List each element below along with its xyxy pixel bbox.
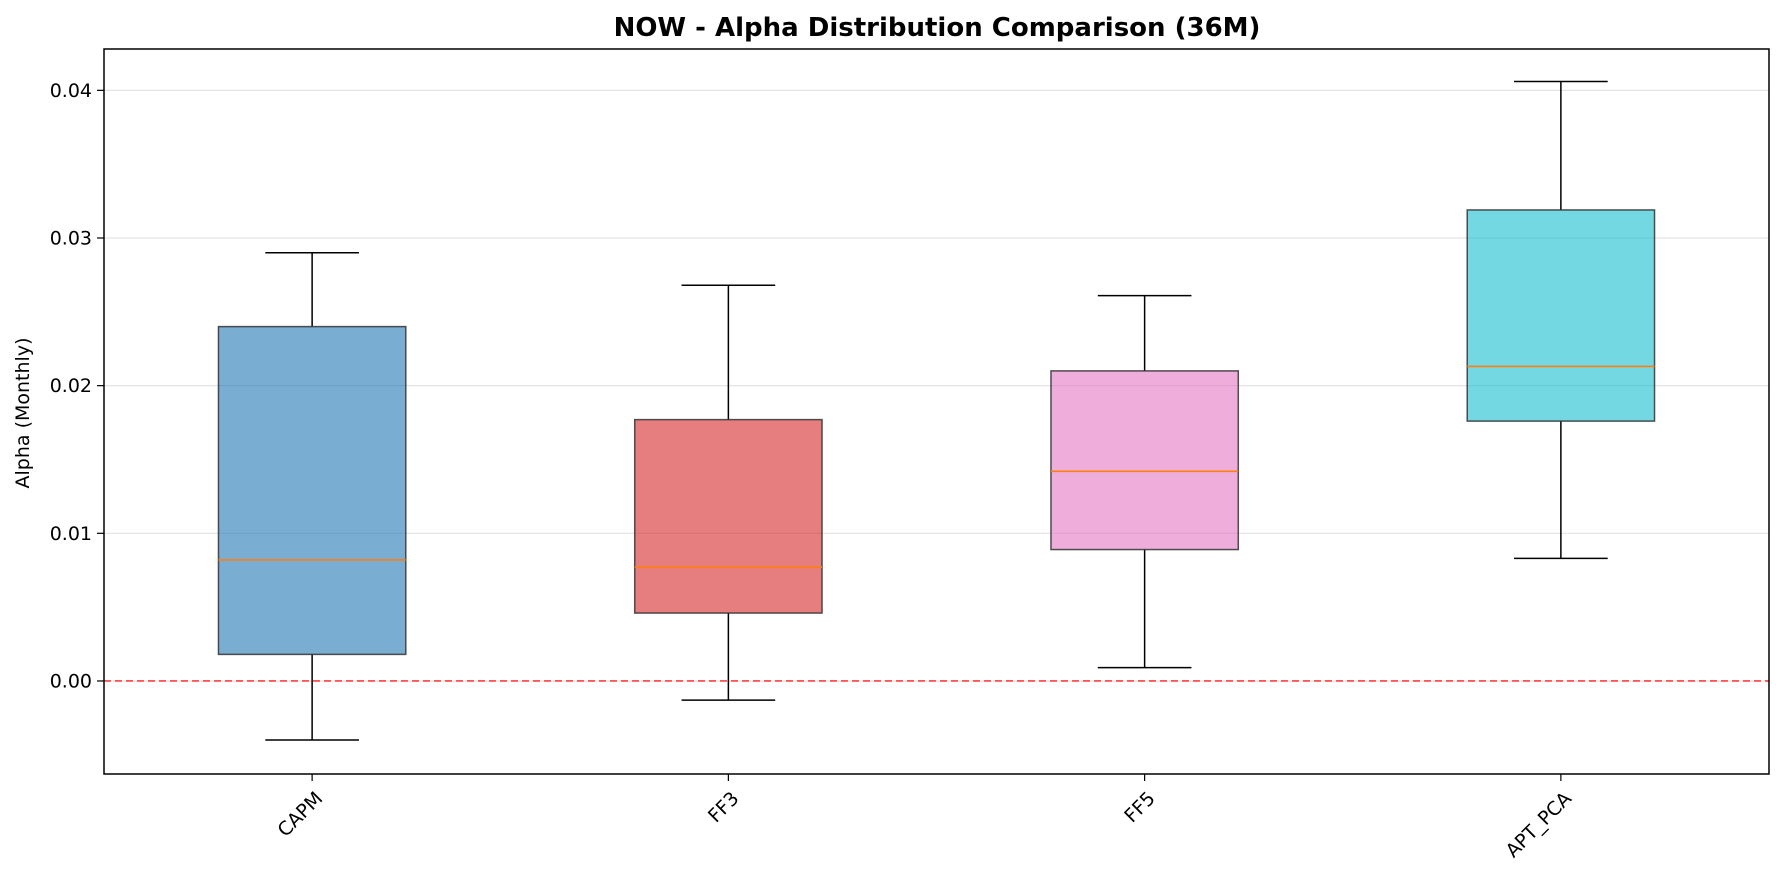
- iqr-box: [1466, 209, 1656, 422]
- iqr-box: [217, 325, 407, 656]
- y-tick-label: 0.03: [50, 228, 92, 250]
- chart-title: NOW - Alpha Distribution Comparison (36M…: [614, 13, 1261, 43]
- iqr-box: [1050, 370, 1240, 551]
- y-axis-label: Alpha (Monthly): [12, 338, 34, 489]
- y-tick-label: 0.01: [50, 523, 92, 545]
- y-tick-label: 0.04: [50, 80, 92, 102]
- y-tick-label: 0.02: [50, 375, 92, 397]
- plot-frame: [103, 48, 1770, 775]
- y-axis-ticks: 0.00 0.01 0.02 0.03 0.04: [50, 80, 104, 692]
- box-ff3: [633, 284, 823, 701]
- iqr-box: [633, 418, 823, 614]
- box-ff5: [1050, 294, 1240, 669]
- boxes: [217, 80, 1656, 741]
- box-apt_pca: [1466, 80, 1656, 560]
- box-capm: [217, 252, 407, 741]
- y-tick-label: 0.00: [50, 670, 92, 692]
